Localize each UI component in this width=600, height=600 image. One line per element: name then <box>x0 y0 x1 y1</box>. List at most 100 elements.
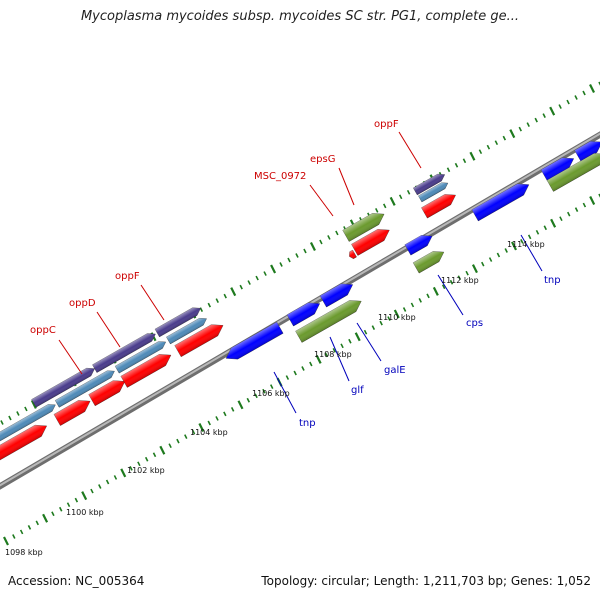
steel-gene-upper-shade <box>418 182 448 202</box>
lower-ruler-tick <box>432 286 439 296</box>
upper-ruler-tick <box>382 203 387 209</box>
kbp-label: 1104 kbp <box>190 428 228 437</box>
callout-line-oppF <box>140 284 165 321</box>
upper-ruler-tick <box>16 411 20 416</box>
steel-gene-2-shade <box>55 370 115 408</box>
red-gene-upper <box>421 194 456 219</box>
gene-label-glf: glf <box>351 385 364 396</box>
upper-ruler-tick <box>398 194 403 200</box>
purple-gene-2 <box>92 333 156 373</box>
lower-ruler-tick <box>285 375 290 380</box>
lower-ruler-tick <box>348 338 352 344</box>
lower-ruler-tick <box>168 443 172 449</box>
upper-ruler-tick <box>319 239 323 245</box>
upper-ruler-tick <box>375 208 379 213</box>
lower-ruler-tick <box>159 445 166 455</box>
purple-gene-3 <box>154 307 201 338</box>
upper-ruler-tick <box>327 235 331 240</box>
blue-gene-cps-shade <box>404 235 433 256</box>
upper-ruler-tick <box>0 420 4 425</box>
blue-gene-tnp-2-shade <box>471 183 529 221</box>
callout-line-oppF <box>398 131 422 169</box>
lower-ruler-tick <box>270 384 274 390</box>
steel-gene-4 <box>166 318 207 345</box>
upper-ruler-tick <box>598 81 600 86</box>
green-gene-3 <box>342 213 385 242</box>
upper-ruler-tick <box>518 126 522 132</box>
green-gene-4 <box>546 153 600 192</box>
upper-ruler-tick <box>526 122 530 127</box>
lower-ruler-tick <box>309 361 313 367</box>
upper-ruler-tick <box>574 95 578 100</box>
red-gene-3-shade <box>88 380 125 406</box>
lower-ruler-tick <box>598 193 600 198</box>
upper-ruler-tick <box>566 99 570 105</box>
steel-gene-2 <box>54 370 115 408</box>
red-gene-msc <box>351 229 390 256</box>
upper-ruler-tick <box>542 113 546 118</box>
upper-ruler-tick <box>303 248 307 254</box>
lower-ruler-tick <box>144 456 149 462</box>
upper-ruler-tick <box>494 140 499 146</box>
lower-ruler-tick <box>74 497 79 503</box>
blue-gene-tnp-1 <box>225 321 284 360</box>
purple-gene-upper <box>413 173 446 196</box>
steel-gene-3-shade <box>115 341 166 374</box>
upper-ruler-tick <box>406 189 411 195</box>
upper-ruler-tick <box>247 280 251 285</box>
lower-ruler-tick <box>387 316 391 321</box>
lower-ruler-tick <box>51 511 55 517</box>
upper-ruler-tick <box>462 158 467 164</box>
lower-ruler-tick <box>58 506 63 512</box>
lower-ruler-tick <box>246 397 251 403</box>
lower-ruler-tick <box>113 475 118 480</box>
green-gene-2 <box>412 251 445 274</box>
red-gene-stub <box>349 249 357 259</box>
lower-ruler-tick <box>129 466 133 471</box>
gene-label-oppD: oppD <box>69 298 96 309</box>
red-gene-5-shade <box>174 324 224 357</box>
lower-ruler-tick <box>535 229 540 235</box>
gene-callouts: oppC oppD oppF MSC_0972 epsG oppF tnp glf galE cp… <box>30 119 561 429</box>
upper-ruler-tick <box>486 144 491 150</box>
kbp-label: 1102 kbp <box>127 466 165 475</box>
green-gene-1 <box>295 300 362 343</box>
lower-ruler-tick <box>3 536 9 546</box>
upper-ruler-tick <box>534 117 538 123</box>
upper-ruler-tick <box>8 415 12 421</box>
lower-ruler-tick <box>567 211 571 217</box>
lower-ruler-tick <box>42 513 49 523</box>
steel-gene-upper <box>418 182 449 203</box>
blue-gene-tnp-2 <box>471 183 530 222</box>
upper-ruler-tick <box>255 275 259 281</box>
lower-ruler-tick <box>559 216 563 222</box>
lower-ruler-tick <box>19 529 24 535</box>
lower-ruler-tick <box>379 320 383 326</box>
feature-tracks <box>0 141 600 465</box>
lower-ruler-tick <box>35 520 39 526</box>
blue-gene-galE-shade <box>320 283 353 308</box>
lower-ruler-tick <box>441 284 446 290</box>
upper-ruler-tick <box>295 253 299 258</box>
green-gene-3-shade <box>342 213 385 242</box>
lower-ruler-tick <box>488 257 493 262</box>
purple-gene-1-shade <box>31 368 95 408</box>
lower-ruler-tick <box>527 234 532 240</box>
gene-label-tnp: tnp <box>544 275 561 286</box>
upper-ruler-tick <box>215 298 219 303</box>
lower-ruler-tick <box>574 207 579 212</box>
gene-label-tnp: tnp <box>299 418 316 429</box>
red-gene-1-shade <box>0 425 47 465</box>
upper-ruler-tick <box>582 90 586 96</box>
gene-label-epsG: epsG <box>310 154 335 165</box>
genome-summary-text: Topology: circular; Length: 1,211,703 bp… <box>261 574 591 588</box>
map-title: Mycoplasma mycoides subsp. mycoides SC s… <box>80 9 520 24</box>
lower-ruler-tick <box>66 502 71 508</box>
lower-ruler-tick <box>152 452 157 458</box>
lower-ruler-tick <box>315 354 322 364</box>
blue-gene-right-2-shade <box>574 141 600 162</box>
blue-gene-right-1-shade <box>541 157 574 182</box>
upper-ruler-tick <box>454 162 459 168</box>
blue-gene-glf-shade <box>287 302 320 327</box>
lower-ruler-tick <box>137 461 141 467</box>
